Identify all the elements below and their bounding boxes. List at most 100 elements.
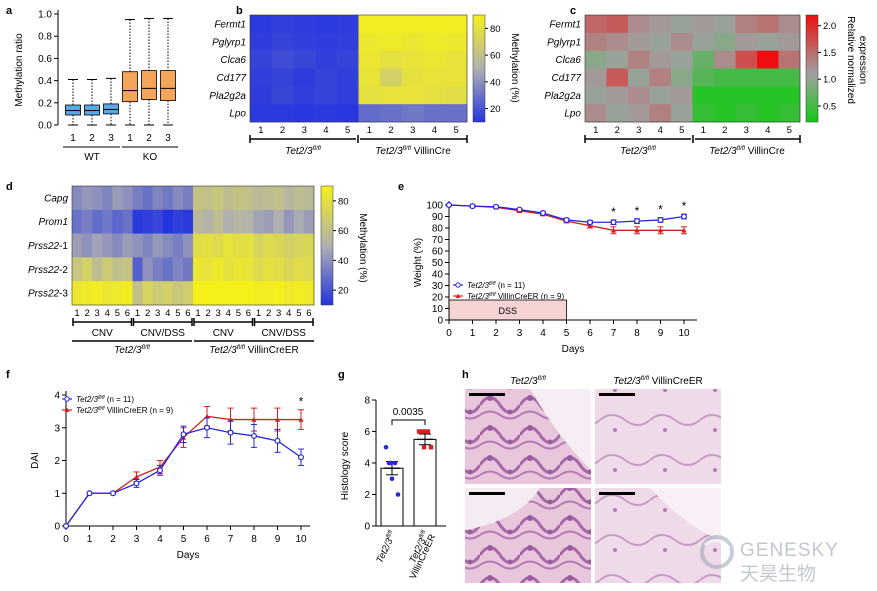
heatmap-cell (213, 281, 224, 306)
heatmap-cell (606, 15, 629, 34)
colorbar-tick-label: 1.0 (823, 75, 836, 86)
heatmap-cell (757, 86, 779, 105)
colorbar-tick-label: 40 (338, 256, 349, 267)
heatmap-cell (182, 257, 194, 282)
y-tick-label: 50 (432, 258, 444, 269)
column-label: 1 (195, 308, 200, 319)
row-label: Fermt1 (214, 19, 246, 30)
heatmap-cell (132, 186, 143, 211)
heatmap-cell (380, 50, 403, 69)
group-label-wt: WT (84, 152, 100, 163)
heatmap-cell (193, 186, 204, 211)
data-point (539, 210, 546, 217)
heatmap-cell (628, 15, 650, 34)
y-tick-label: 20 (432, 293, 444, 304)
heatmap-cell (152, 209, 164, 234)
heatmap-cell (182, 233, 194, 258)
genotype-suffix: VillinCre (745, 146, 785, 157)
heatmap-cell (714, 50, 736, 69)
heatmap-cell (303, 209, 315, 234)
heatmap-cell (172, 233, 184, 258)
heatmap-cell (253, 233, 264, 258)
heatmap-cell (293, 68, 316, 87)
heatmap-cell (82, 257, 93, 282)
heatmap-cell (172, 257, 184, 282)
x-tick-label: 1 (470, 328, 476, 339)
heatmap-cell (92, 186, 103, 211)
heatmap-cell (112, 233, 123, 258)
column-title: Tet2/3fl/fl (510, 375, 546, 387)
heatmap-cell (283, 257, 295, 282)
y-tick-label: 6 (364, 427, 370, 438)
heatmap-cell (72, 233, 83, 258)
heatmap-cell (250, 104, 272, 123)
heatmap-cell (757, 68, 779, 87)
heatmap-cell (102, 281, 113, 306)
y-tick-label: 4 (54, 391, 60, 402)
heatmap-cell (283, 281, 295, 306)
histology-image-ko-top (595, 389, 721, 484)
heatmap-cell (735, 50, 758, 69)
column-label: 6 (185, 308, 190, 319)
heatmap-cell (142, 281, 153, 306)
data-point (563, 216, 570, 223)
legend-marker (64, 407, 70, 412)
x-tick-label: 3 (108, 133, 114, 144)
heatmap-cell (122, 186, 133, 211)
heatmap-cell (263, 281, 274, 306)
y-tick-label: 40 (432, 270, 444, 281)
column-label: 2 (615, 125, 620, 136)
heatmap-cell (263, 209, 274, 234)
column-label: 1 (593, 125, 598, 136)
column-label: 4 (658, 125, 663, 136)
genotype-name: Tet2/3 (613, 376, 641, 387)
data-point (657, 216, 664, 223)
row-label: Lpo (229, 109, 246, 120)
column-label: 2 (205, 308, 210, 319)
y-tick-label: 4 (364, 459, 370, 470)
colorbar-tick-label: 60 (490, 51, 501, 62)
y-tick-label: 1.0 (38, 10, 52, 21)
legend-label: Tet2/3fl/fl (n = 11) (76, 395, 134, 404)
heatmap-cell (152, 257, 164, 282)
colorbar-label: Relative normalized (845, 16, 856, 104)
data-point (133, 480, 140, 487)
heatmap-cell (162, 257, 174, 282)
heatmap-cell (692, 68, 715, 87)
y-tick-label: 2 (54, 456, 60, 467)
colorbar-tick-label: 2.0 (823, 21, 836, 32)
row-label: Cd177 (217, 73, 247, 84)
genotype-superscript: fl/fl (489, 281, 496, 287)
genotype-superscript: fl/fl (98, 395, 105, 401)
y-tick-label: 0.2 (38, 98, 52, 109)
x-tick-label: 3 (517, 328, 523, 339)
x-tick-label: 7 (611, 328, 617, 339)
heatmap-cell (445, 32, 468, 51)
heatmap-cell (778, 50, 801, 69)
row-label: Pla2g2a (544, 91, 581, 102)
heatmap-cell (303, 186, 315, 211)
heatmap-cell (233, 209, 244, 234)
colorbar-tick-label: 0.5 (823, 101, 836, 112)
data-point (274, 437, 281, 444)
heatmap-cell (423, 32, 446, 51)
column-label: 4 (226, 308, 231, 319)
genotype-name: Tet2/3 (76, 395, 98, 404)
x-tick-label: 8 (634, 328, 640, 339)
panel-letter-e: e (398, 181, 404, 193)
column-label: 6 (306, 308, 311, 319)
scale-bar (599, 393, 635, 396)
genotype-superscript: fl/fl (142, 344, 151, 351)
heatmap-cell (358, 15, 381, 34)
heatmap-cell (606, 104, 629, 123)
genotype-name: Tet2/3 (374, 536, 395, 565)
y-tick-label: 100 (426, 201, 443, 212)
heatmap-cell (714, 86, 736, 105)
heatmap-cell (271, 50, 294, 69)
row-label-suffix: -2 (59, 265, 68, 276)
y-tick-label: 60 (432, 247, 444, 258)
heatmap-cell (649, 104, 672, 123)
column-label: 5 (787, 125, 792, 136)
heatmap-cell (293, 233, 305, 258)
heatmap-cell (757, 104, 779, 123)
